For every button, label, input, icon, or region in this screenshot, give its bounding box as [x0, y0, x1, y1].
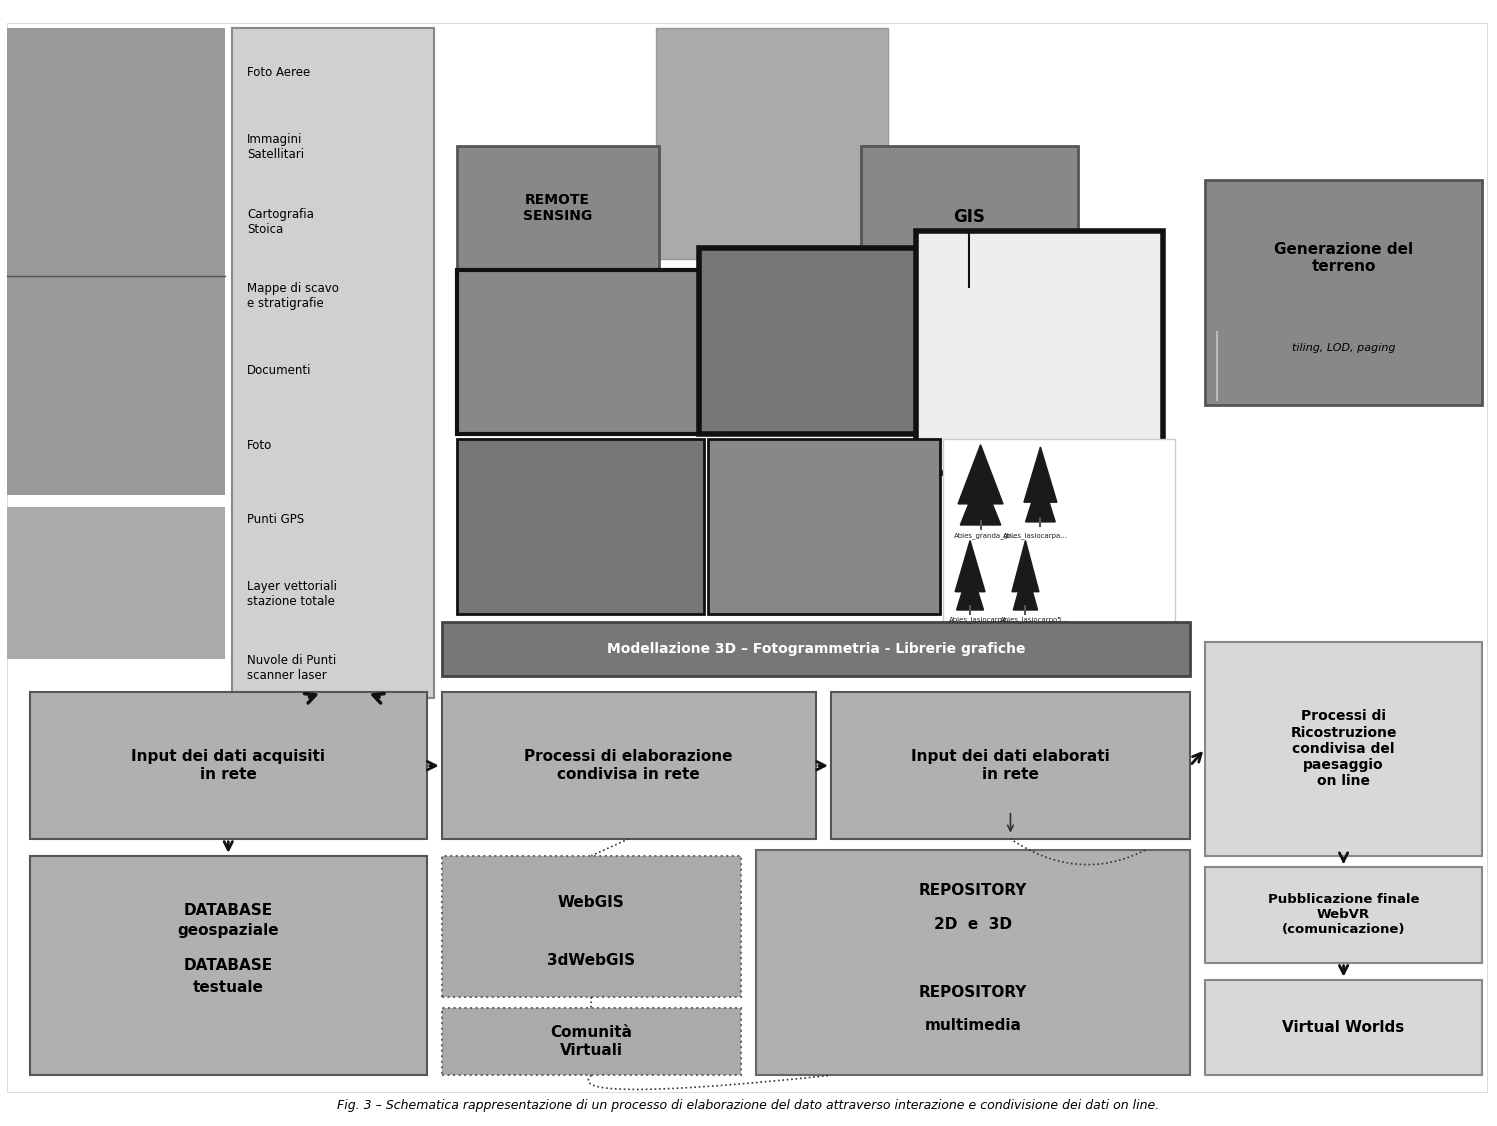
Text: Abies_lasiocarpo5...: Abies_lasiocarpo5...: [1000, 616, 1069, 623]
FancyBboxPatch shape: [442, 622, 1190, 676]
FancyBboxPatch shape: [916, 231, 1163, 473]
Polygon shape: [957, 566, 984, 610]
FancyBboxPatch shape: [1205, 642, 1482, 856]
Text: Mappe di scavo
e stratigrafie: Mappe di scavo e stratigrafie: [247, 283, 338, 310]
FancyBboxPatch shape: [7, 507, 225, 659]
FancyBboxPatch shape: [699, 248, 946, 434]
FancyBboxPatch shape: [861, 146, 1078, 287]
Text: multimedia: multimedia: [925, 1018, 1021, 1034]
FancyBboxPatch shape: [7, 23, 1487, 1092]
FancyBboxPatch shape: [232, 28, 434, 698]
Text: DATABASE: DATABASE: [184, 958, 272, 973]
FancyBboxPatch shape: [831, 692, 1190, 839]
FancyBboxPatch shape: [943, 439, 1175, 625]
Text: Processi di elaborazione
condivisa in rete: Processi di elaborazione condivisa in re…: [524, 750, 734, 781]
FancyBboxPatch shape: [30, 856, 427, 1075]
Polygon shape: [958, 445, 1003, 504]
Text: Abies_lasiocarpa...: Abies_lasiocarpa...: [949, 616, 1013, 623]
Text: Abies_granda_gr...: Abies_granda_gr...: [954, 533, 1018, 539]
Text: Comunità
Virtuali: Comunità Virtuali: [551, 1026, 632, 1057]
Text: Abies_lasiocarpa...: Abies_lasiocarpa...: [1003, 533, 1067, 539]
Polygon shape: [1013, 566, 1037, 610]
Text: testuale: testuale: [193, 980, 263, 995]
FancyBboxPatch shape: [457, 146, 659, 270]
FancyBboxPatch shape: [442, 692, 816, 839]
Polygon shape: [1025, 475, 1055, 522]
Text: Cartografia
Stoica: Cartografia Stoica: [247, 207, 314, 235]
FancyBboxPatch shape: [1205, 180, 1482, 405]
Polygon shape: [1012, 540, 1039, 592]
Text: Virtual Worlds: Virtual Worlds: [1283, 1020, 1404, 1035]
FancyBboxPatch shape: [442, 1008, 741, 1075]
Text: WebGIS: WebGIS: [558, 895, 624, 910]
Text: geospaziale: geospaziale: [178, 923, 278, 938]
FancyBboxPatch shape: [708, 439, 940, 614]
Text: DATABASE: DATABASE: [184, 903, 272, 918]
Text: Foto: Foto: [247, 438, 272, 452]
Text: REPOSITORY: REPOSITORY: [919, 984, 1027, 1000]
FancyBboxPatch shape: [30, 692, 427, 839]
FancyBboxPatch shape: [7, 28, 225, 495]
Text: Input dei dati acquisiti
in rete: Input dei dati acquisiti in rete: [132, 750, 325, 781]
Text: Nuvole di Punti
scanner laser: Nuvole di Punti scanner laser: [247, 654, 337, 682]
FancyBboxPatch shape: [457, 439, 704, 614]
Text: GIS: GIS: [954, 208, 985, 225]
Text: Modellazione 3D – Fotogrammetria - Librerie grafiche: Modellazione 3D – Fotogrammetria - Libre…: [606, 642, 1025, 655]
Text: Layer vettoriali
stazione totale: Layer vettoriali stazione totale: [247, 580, 337, 608]
Text: Fig. 3 – Schematica rappresentazione di un processo di elaborazione del dato att: Fig. 3 – Schematica rappresentazione di …: [337, 1099, 1160, 1112]
Text: tiling, LOD, paging: tiling, LOD, paging: [1292, 343, 1395, 354]
FancyBboxPatch shape: [756, 850, 1190, 1075]
Polygon shape: [955, 540, 985, 592]
Text: Documenti: Documenti: [247, 364, 311, 377]
Text: Foto Aeree: Foto Aeree: [247, 66, 310, 79]
FancyBboxPatch shape: [656, 28, 888, 259]
Text: REMOTE
SENSING: REMOTE SENSING: [522, 194, 593, 223]
Text: REPOSITORY: REPOSITORY: [919, 883, 1027, 899]
Text: 2D  e  3D: 2D e 3D: [934, 917, 1012, 932]
FancyBboxPatch shape: [457, 270, 719, 434]
Text: Generazione del
terreno: Generazione del terreno: [1274, 242, 1413, 275]
Text: Punti GPS: Punti GPS: [247, 513, 304, 526]
Text: 3dWebGIS: 3dWebGIS: [548, 954, 635, 968]
FancyBboxPatch shape: [1205, 980, 1482, 1075]
Polygon shape: [961, 474, 1001, 525]
Text: Immagini
Satellitari: Immagini Satellitari: [247, 133, 304, 161]
Text: Input dei dati elaborati
in rete: Input dei dati elaborati in rete: [912, 750, 1109, 781]
FancyBboxPatch shape: [442, 856, 741, 997]
Text: Processi di
Ricostruzione
condivisa del
paesaggio
on line: Processi di Ricostruzione condivisa del …: [1290, 709, 1397, 788]
FancyBboxPatch shape: [1205, 867, 1482, 963]
Text: Pubblicazione finale
WebVR
(comunicazione): Pubblicazione finale WebVR (comunicazion…: [1268, 893, 1419, 937]
Polygon shape: [1024, 447, 1057, 502]
